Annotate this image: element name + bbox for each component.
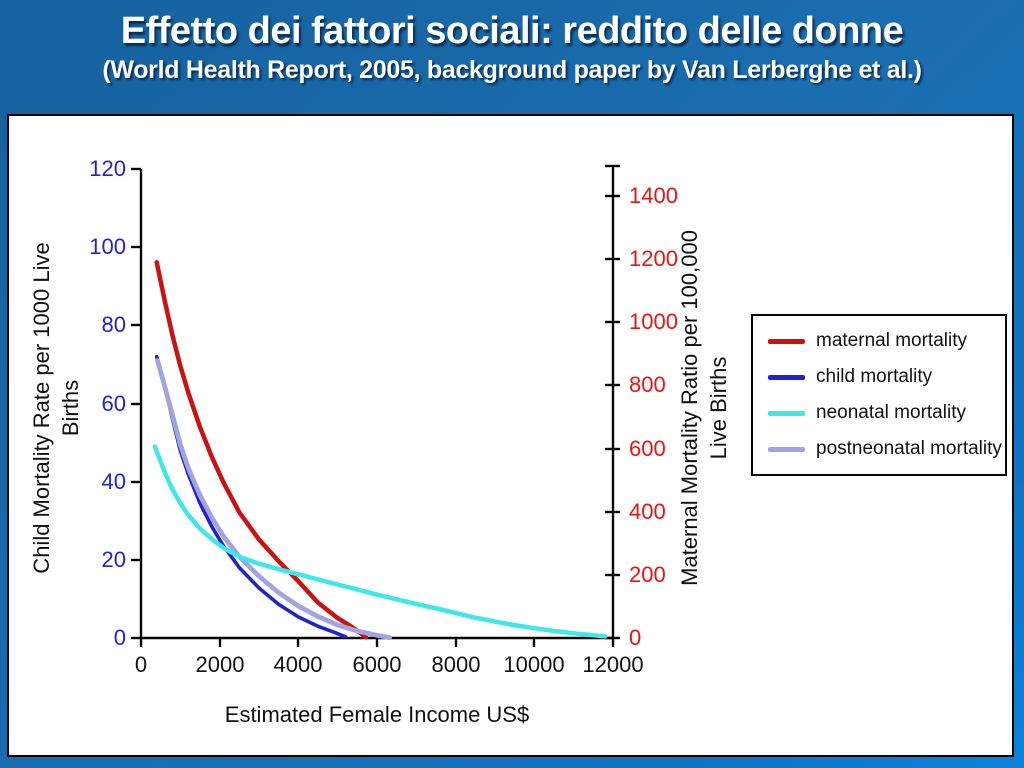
right-axis-title-line1: Maternal Mortality Ratio per 100,000 [677,230,702,586]
x-axis: 0 2000 4000 6000 8000 10000 12000 Estima… [135,636,644,727]
right-axis-title-line2: Live Births [706,357,731,460]
legend-label: child mortality [816,366,933,387]
left-axis-tick-label: 0 [114,625,126,650]
maternal-line-swatch [768,338,805,344]
right-axis-tick-label: 1400 [629,183,678,208]
maternal-mortality-curve [154,260,369,640]
left-axis-tick-label: 120 [89,156,126,181]
legend-item-maternal: maternal mortality [768,330,1005,352]
left-axis-tick-label: 100 [89,234,126,259]
curves-layer [152,260,608,640]
right-axis-tick-label: 200 [629,562,666,587]
x-axis-tick-label: 2000 [196,652,245,677]
legend: maternal mortality child mortality neona… [751,314,1007,476]
left-axis-tick-label: 20 [102,547,126,572]
right-axis-tick-label: 0 [629,625,641,650]
x-axis-tick-label: 6000 [353,652,402,677]
x-axis-tick-label: 10000 [503,652,564,677]
chart-panel: 120 100 80 60 40 20 0 Child Mortality Ra… [7,114,1014,757]
left-axis-title-line1: Child Mortality Rate per 1000 Live [29,242,54,573]
slide-header: Effetto dei fattori sociali: reddito del… [0,0,1024,110]
legend-item-child: child mortality [768,366,1005,388]
right-axis-tick-label: 600 [629,436,666,461]
child-line-swatch [768,374,805,380]
x-axis-tick-label: 0 [135,652,147,677]
right-axis-tick-label: 1200 [629,246,678,271]
chart-svg: 120 100 80 60 40 20 0 Child Mortality Ra… [29,156,731,727]
left-axis-tick-label: 40 [102,469,126,494]
legend-label: postneonatal mortality [816,438,1002,459]
legend-label: maternal mortality [816,330,967,351]
left-axis: 120 100 80 60 40 20 0 Child Mortality Ra… [29,156,143,650]
slide-title: Effetto dei fattori sociali: reddito del… [120,10,904,52]
left-axis-title-line2: Births [58,380,83,436]
legend-label: neonatal mortality [816,402,966,423]
neonatal-mortality-curve [152,444,608,639]
x-axis-tick-label: 8000 [432,652,481,677]
right-axis-tick-label: 1000 [629,309,678,334]
x-axis-tick-label: 12000 [582,652,643,677]
neonatal-line-swatch [768,410,805,416]
right-axis: 1400 1200 1000 800 600 400 200 0 Materna… [605,164,731,650]
x-axis-tick-label: 4000 [274,652,323,677]
left-axis-tick-label: 60 [102,391,126,416]
legend-item-neonatal: neonatal mortality [768,402,1005,424]
slide-subtitle: (World Health Report, 2005, background p… [102,56,922,84]
postneonatal-line-swatch [768,446,805,452]
x-axis-title: Estimated Female Income US$ [225,702,529,727]
right-axis-tick-label: 400 [629,499,666,524]
child-mortality-curve [154,354,348,639]
left-axis-tick-label: 80 [102,312,126,337]
legend-item-postneonatal: postneonatal mortality [768,438,1005,460]
right-axis-tick-label: 800 [629,372,666,397]
